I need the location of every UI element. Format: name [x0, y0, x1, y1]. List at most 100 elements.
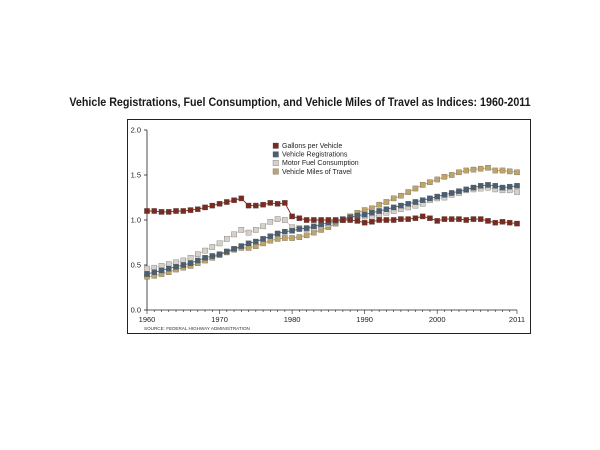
data-point	[390, 195, 397, 202]
y-tick-label: 1.0	[131, 216, 141, 225]
data-point	[463, 186, 469, 193]
x-axis-ticks: 1960 1970 1980 1990 2000 2011	[139, 310, 525, 324]
data-point	[173, 208, 179, 214]
data-point	[361, 219, 368, 226]
data-point	[260, 201, 266, 208]
data-point	[311, 223, 317, 230]
data-point	[470, 166, 477, 173]
data-point	[187, 260, 194, 266]
data-point	[311, 217, 317, 223]
data-point	[209, 202, 216, 209]
data-point	[492, 183, 498, 189]
data-point	[303, 232, 310, 239]
data-point	[398, 216, 404, 222]
data-point	[354, 212, 361, 219]
data-point	[303, 217, 310, 223]
data-point	[209, 244, 216, 250]
x-tick-label: 1960	[139, 315, 156, 324]
data-point	[260, 223, 266, 230]
data-point	[434, 218, 440, 224]
legend-swatch	[272, 142, 279, 149]
data-point	[151, 208, 157, 214]
data-point	[216, 240, 223, 247]
data-point	[398, 192, 404, 199]
y-axis-ticks: 0.0 0.5 1.0 1.5 2.0	[131, 126, 147, 315]
data-point	[383, 206, 390, 212]
x-tick-label: 1980	[284, 315, 301, 324]
data-point	[318, 217, 324, 223]
data-point	[267, 233, 274, 239]
series-line	[147, 197, 518, 225]
data-point	[506, 219, 513, 226]
data-point	[166, 209, 172, 215]
data-point	[477, 216, 484, 222]
data-point	[499, 219, 506, 225]
data-point	[477, 183, 484, 189]
data-point	[499, 167, 506, 174]
data-point	[209, 253, 216, 259]
data-point	[224, 236, 230, 242]
data-point	[434, 176, 440, 183]
data-point	[434, 193, 440, 200]
data-point	[369, 210, 375, 216]
data-point	[427, 195, 433, 202]
data-point	[369, 219, 375, 225]
y-tick-label: 2.0	[131, 126, 141, 135]
y-tick-label: 0.5	[131, 261, 141, 270]
data-point	[245, 229, 252, 236]
data-point	[245, 240, 252, 247]
data-point	[158, 267, 165, 274]
data-point	[376, 201, 382, 208]
series-line	[146, 184, 518, 275]
data-point	[383, 199, 390, 205]
data-point	[325, 217, 332, 223]
data-point	[144, 271, 150, 277]
data-point	[274, 236, 281, 242]
data-point	[463, 217, 469, 223]
data-point	[231, 231, 237, 238]
data-point	[376, 217, 382, 223]
data-point	[303, 225, 310, 231]
data-point	[144, 208, 150, 214]
data-point	[180, 208, 187, 214]
data-point	[383, 217, 390, 223]
data-point	[238, 227, 245, 233]
data-point	[412, 199, 419, 205]
data-point	[441, 192, 448, 198]
data-point	[187, 255, 194, 261]
data-point	[267, 219, 274, 225]
data-point	[514, 220, 520, 227]
data-point	[289, 235, 295, 241]
source-note: SOURCE: FEDERAL HIGHWAY ADMINISTRATION	[144, 326, 250, 331]
data-point	[419, 197, 426, 203]
x-tick-label: 2011	[509, 315, 525, 324]
data-point	[231, 197, 237, 203]
data-point	[282, 217, 288, 223]
data-point	[470, 216, 477, 222]
data-point	[456, 188, 462, 194]
data-point	[253, 202, 259, 209]
y-tick-label: 1.5	[131, 171, 141, 180]
data-point	[231, 246, 237, 252]
data-point	[514, 183, 520, 189]
data-point	[448, 172, 455, 178]
data-point	[390, 217, 397, 223]
data-point	[514, 169, 520, 176]
data-point	[274, 201, 281, 207]
data-point	[274, 230, 281, 237]
data-point	[216, 201, 223, 207]
data-point	[448, 216, 455, 222]
data-point	[499, 184, 506, 191]
data-point	[485, 182, 491, 188]
data-point	[427, 215, 433, 221]
legend-swatch	[272, 168, 279, 175]
data-point	[448, 190, 455, 196]
data-point	[151, 269, 157, 275]
data-point	[289, 228, 295, 234]
data-point	[492, 167, 498, 174]
data-point	[456, 169, 462, 176]
data-point	[296, 226, 303, 232]
data-point	[485, 218, 491, 224]
x-tick-label: 1990	[356, 315, 373, 324]
